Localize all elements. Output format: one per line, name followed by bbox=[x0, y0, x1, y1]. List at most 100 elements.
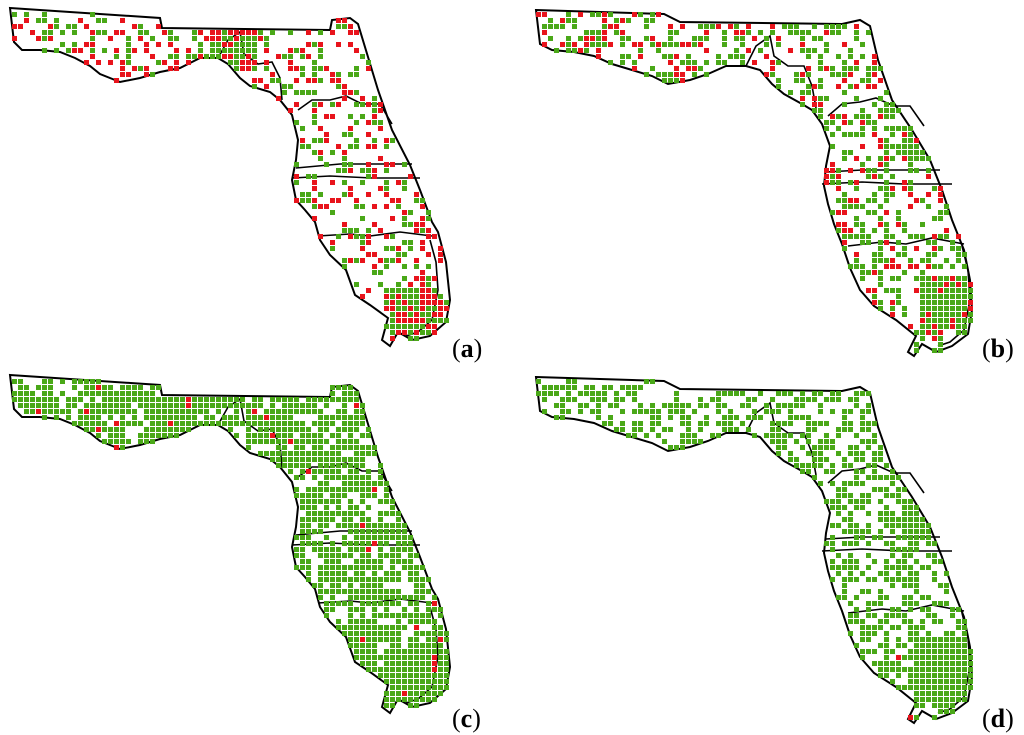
green-cell bbox=[396, 631, 401, 636]
green-cell bbox=[680, 415, 685, 420]
red-cell bbox=[914, 138, 919, 143]
green-cell bbox=[342, 180, 347, 185]
green-cell bbox=[108, 391, 113, 396]
green-cell bbox=[156, 433, 161, 438]
green-cell bbox=[932, 348, 937, 353]
red-cell bbox=[878, 144, 883, 149]
green-cell bbox=[90, 397, 95, 402]
green-cell bbox=[722, 415, 727, 420]
green-cell bbox=[402, 697, 407, 702]
green-cell bbox=[638, 403, 643, 408]
green-cell bbox=[402, 667, 407, 672]
green-cell bbox=[932, 240, 937, 245]
green-cell bbox=[150, 391, 155, 396]
green-cell bbox=[602, 42, 607, 47]
green-cell bbox=[854, 264, 859, 269]
red-cell bbox=[914, 288, 919, 293]
green-cell bbox=[668, 54, 673, 59]
green-cell bbox=[354, 505, 359, 510]
green-cell bbox=[938, 697, 943, 702]
red-cell bbox=[96, 427, 101, 432]
green-cell bbox=[324, 475, 329, 480]
green-cell bbox=[336, 457, 341, 462]
green-cell bbox=[318, 421, 323, 426]
green-cell bbox=[168, 415, 173, 420]
green-cell bbox=[884, 631, 889, 636]
red-cell bbox=[812, 84, 817, 89]
green-cell bbox=[908, 667, 913, 672]
green-cell bbox=[800, 433, 805, 438]
green-cell bbox=[354, 463, 359, 468]
green-cell bbox=[396, 691, 401, 696]
green-cell bbox=[420, 631, 425, 636]
green-cell bbox=[854, 565, 859, 570]
green-cell bbox=[174, 409, 179, 414]
green-cell bbox=[366, 517, 371, 522]
green-cell bbox=[360, 547, 365, 552]
state-boundary bbox=[8, 6, 452, 348]
green-cell bbox=[806, 90, 811, 95]
green-cell bbox=[932, 186, 937, 191]
green-cell bbox=[902, 559, 907, 564]
red-cell bbox=[824, 180, 829, 185]
green-cell bbox=[848, 517, 853, 522]
green-cell bbox=[378, 511, 383, 516]
green-cell bbox=[590, 42, 595, 47]
green-cell bbox=[542, 385, 547, 390]
green-cell bbox=[854, 505, 859, 510]
green-cell bbox=[896, 673, 901, 678]
green-cell bbox=[854, 403, 859, 408]
green-cell bbox=[878, 306, 883, 311]
green-cell bbox=[384, 703, 389, 708]
red-cell bbox=[824, 174, 829, 179]
green-cell bbox=[896, 294, 901, 299]
green-cell bbox=[914, 547, 919, 552]
region-boundary bbox=[821, 548, 952, 552]
green-cell bbox=[276, 397, 281, 402]
red-cell bbox=[396, 312, 401, 317]
red-cell bbox=[396, 318, 401, 323]
red-cell bbox=[354, 403, 359, 408]
green-cell bbox=[920, 565, 925, 570]
green-cell bbox=[896, 240, 901, 245]
green-cell bbox=[360, 511, 365, 516]
red-cell bbox=[120, 30, 125, 35]
red-cell bbox=[306, 42, 311, 47]
green-cell bbox=[572, 385, 577, 390]
green-cell bbox=[90, 427, 95, 432]
red-cell bbox=[932, 276, 937, 281]
green-cell bbox=[854, 469, 859, 474]
green-cell bbox=[336, 619, 341, 624]
green-cell bbox=[746, 30, 751, 35]
green-cell bbox=[246, 433, 251, 438]
green-cell bbox=[384, 625, 389, 630]
green-cell bbox=[360, 216, 365, 221]
green-cell bbox=[884, 667, 889, 672]
red-cell bbox=[348, 24, 353, 29]
green-cell bbox=[782, 391, 787, 396]
green-cell bbox=[752, 433, 757, 438]
green-cell bbox=[866, 523, 871, 528]
green-cell bbox=[384, 661, 389, 666]
green-cell bbox=[420, 643, 425, 648]
green-cell bbox=[384, 679, 389, 684]
red-cell bbox=[342, 90, 347, 95]
green-cell bbox=[342, 481, 347, 486]
dots-layer bbox=[536, 12, 973, 353]
green-cell bbox=[824, 433, 829, 438]
green-cell bbox=[126, 48, 131, 53]
red-cell bbox=[896, 655, 901, 660]
green-cell bbox=[402, 523, 407, 528]
green-cell bbox=[908, 529, 913, 534]
green-cell bbox=[866, 631, 871, 636]
green-cell bbox=[848, 559, 853, 564]
green-cell bbox=[902, 601, 907, 606]
green-cell bbox=[938, 294, 943, 299]
green-cell bbox=[18, 379, 23, 384]
red-cell bbox=[336, 78, 341, 83]
green-cell bbox=[716, 433, 721, 438]
red-cell bbox=[294, 102, 299, 107]
green-cell bbox=[938, 673, 943, 678]
green-cell bbox=[252, 54, 257, 59]
green-cell bbox=[914, 342, 919, 347]
